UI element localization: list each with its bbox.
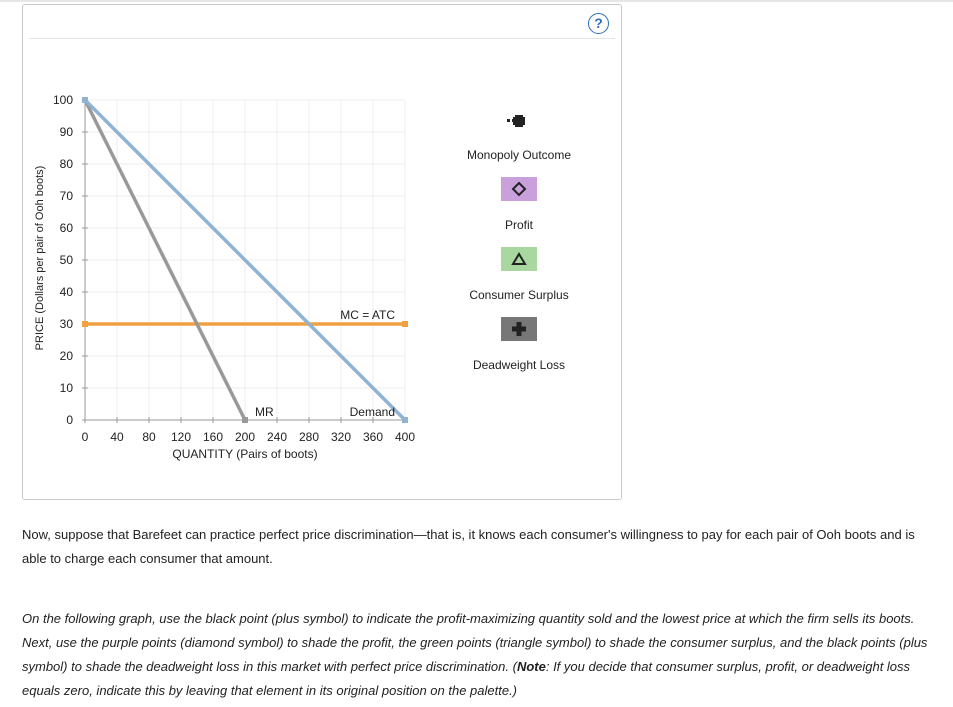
y-tick-label: 0 xyxy=(66,413,73,427)
mc-atc-endpoint xyxy=(402,321,408,327)
mc-atc-label: MC = ATC xyxy=(340,308,395,322)
diamond-icon xyxy=(511,181,527,197)
y-tick-label: 70 xyxy=(60,189,74,203)
x-tick-label: 280 xyxy=(299,430,319,444)
paragraph-instructions: On the following graph, use the black po… xyxy=(22,607,940,703)
monopoly-outcome-tool[interactable] xyxy=(507,115,525,127)
x-tick-label: 80 xyxy=(142,430,156,444)
palette-icons xyxy=(501,115,537,341)
x-axis-label: QUANTITY (Pairs of boots) xyxy=(172,447,317,461)
drag-dot-icon xyxy=(512,119,515,122)
palette-label-consumer-surplus: Consumer Surplus xyxy=(469,288,569,302)
mc-atc-endpoint xyxy=(82,321,88,327)
y-tick-label: 10 xyxy=(60,381,74,395)
y-tick-label: 50 xyxy=(60,253,74,267)
mr-endpoint xyxy=(242,417,248,423)
instructions-note: : If you decide that consumer surplus, p… xyxy=(22,659,911,698)
palette-label-profit: Profit xyxy=(504,218,533,232)
instructions-note-label: Note xyxy=(516,659,546,674)
demand-line xyxy=(83,98,407,422)
help-icon[interactable]: ? xyxy=(588,13,609,34)
y-tick-label: 40 xyxy=(60,285,74,299)
panel-header-divider xyxy=(29,38,615,39)
triangle-icon xyxy=(511,252,527,265)
palette-label-monopoly-outcome: Monopoly Outcome xyxy=(466,148,572,162)
demand-endpoint xyxy=(402,417,408,423)
y-tick-label: 100 xyxy=(53,93,73,107)
mr-line xyxy=(83,99,247,421)
consumer-surplus-tool[interactable] xyxy=(501,247,537,271)
x-tick-label: 360 xyxy=(363,430,383,444)
chart: 0 40 80 120 160 200 240 280 320 360 400 0 10 20 30 40 50… xyxy=(34,93,415,461)
x-tick-label: 120 xyxy=(171,430,191,444)
mr-label: MR xyxy=(255,405,274,419)
x-tick-label: 400 xyxy=(395,430,415,444)
x-tick-label: 240 xyxy=(267,430,287,444)
paragraph-intro: Now, suppose that Barefeet can practice … xyxy=(22,527,915,566)
y-tick-label: 30 xyxy=(60,317,74,331)
x-tick-label: 160 xyxy=(203,430,223,444)
profit-tool[interactable] xyxy=(501,177,537,201)
graph-panel: ? 0 40 80 120 160 200 240 280 320 360 400 0 10 20 30 40… xyxy=(22,4,622,500)
x-tick-label: 40 xyxy=(110,430,124,444)
demand-endpoint xyxy=(82,97,88,103)
palette-label-deadweight-loss: Deadweight Loss xyxy=(472,358,566,372)
y-tick-label: 80 xyxy=(60,157,74,171)
x-tick-label: 200 xyxy=(235,430,255,444)
graph-area: 0 40 80 120 160 200 240 280 320 360 400 0 10 20 30 40 50… xyxy=(34,93,537,461)
y-tick-label: 90 xyxy=(60,125,74,139)
x-tick-label: 320 xyxy=(331,430,351,444)
drag-dot-icon xyxy=(507,119,510,122)
y-tick-label: 20 xyxy=(60,349,74,363)
x-tick-label: 0 xyxy=(82,430,89,444)
y-axis-label: PRICE (Dollars per pair of Ooh boots) xyxy=(34,166,46,351)
plus-icon-bar xyxy=(512,326,526,332)
plus-icon-core xyxy=(517,116,521,126)
deadweight-loss-tool[interactable] xyxy=(501,317,537,341)
top-divider xyxy=(0,0,953,2)
demand-label: Demand xyxy=(350,405,395,419)
y-tick-label: 60 xyxy=(60,221,74,235)
instructions-main: On the following graph, use the black po… xyxy=(22,611,928,674)
